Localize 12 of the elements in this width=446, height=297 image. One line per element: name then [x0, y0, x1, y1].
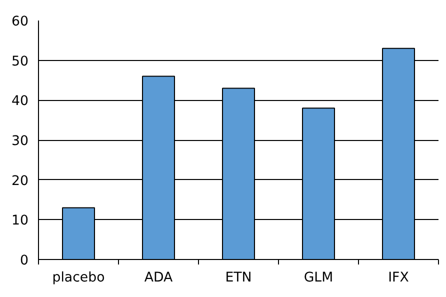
- y-tick-label: 60: [12, 14, 29, 30]
- x-tick-label: GLM: [304, 270, 334, 286]
- y-tick-label: 20: [12, 174, 29, 189]
- y-tick-label: 0: [20, 254, 29, 268]
- y-tick-label: 50: [12, 54, 29, 70]
- x-tick-label: ADA: [144, 270, 173, 286]
- y-tick-label: 40: [12, 94, 29, 110]
- x-tick-label: IFX: [388, 270, 409, 286]
- x-tick-label: ETN: [225, 270, 252, 286]
- x-tick-label: placebo: [52, 270, 105, 286]
- y-tick-label: 10: [12, 214, 29, 229]
- y-tick-label: 30: [12, 134, 29, 149]
